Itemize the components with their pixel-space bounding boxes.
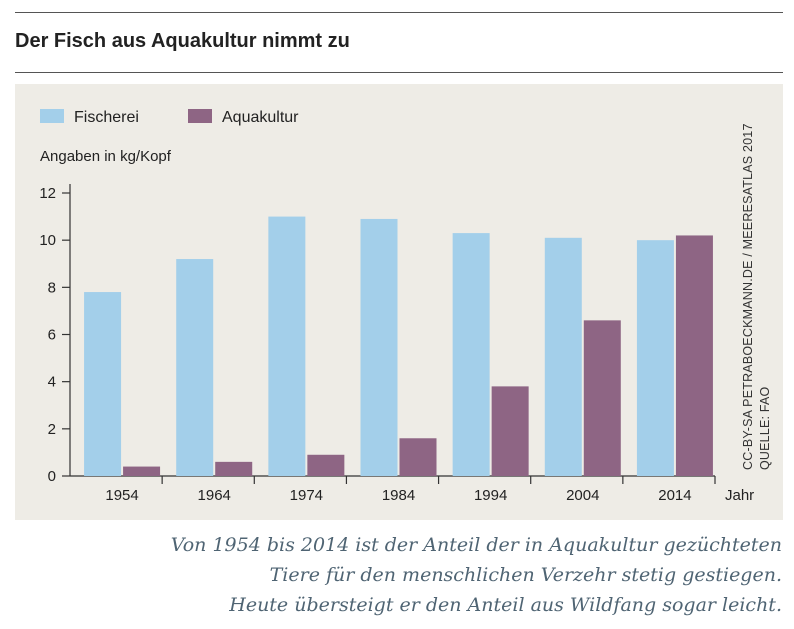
legend-swatch-fischerei — [40, 109, 64, 123]
x-tick-label: 1974 — [290, 487, 323, 504]
y-tick-label: 2 — [48, 421, 56, 438]
x-tick-label: 2004 — [566, 487, 599, 504]
y-tick-label: 8 — [48, 279, 56, 296]
bar-aquakultur-1994 — [491, 386, 529, 476]
x-tick-label: 1994 — [474, 487, 507, 504]
y-tick-label: 6 — [48, 327, 56, 344]
source-credit: CC-BY-SA PETRABOECKMANN.DE / MEERESATLAS… — [740, 123, 774, 470]
bar-aquakultur-1974 — [307, 454, 345, 476]
credit-line: CC-BY-SA PETRABOECKMANN.DE / MEERESATLAS… — [741, 123, 755, 470]
source-line: QUELLE: FAO — [758, 386, 772, 470]
bar-aquakultur-2014 — [675, 235, 713, 476]
y-tick-label: 10 — [39, 232, 56, 249]
bar-aquakultur-2004 — [583, 320, 621, 476]
bar-chart: Fischerei Aquakultur Angaben in kg/Kopf 0 2 4… — [39, 109, 754, 504]
legend-swatch-aquakultur — [188, 109, 212, 123]
bar-fischerei-1964 — [176, 259, 214, 476]
bar-fischerei-2014 — [636, 240, 674, 476]
bar-fischerei-1954 — [84, 292, 122, 476]
x-tick-label: 1964 — [198, 487, 231, 504]
caption-line-3: Heute übersteigt er den Anteil aus Wildf… — [229, 594, 782, 616]
bar-fischerei-1994 — [452, 233, 490, 476]
bar-fischerei-1984 — [360, 218, 398, 477]
bar-fischerei-2004 — [544, 237, 582, 476]
legend-label-fischerei: Fischerei — [74, 109, 139, 126]
bar-aquakultur-1954 — [123, 466, 161, 476]
bar-aquakultur-1984 — [399, 438, 437, 476]
title-rule — [15, 72, 783, 73]
chart-title: Der Fisch aus Aquakultur nimmt zu — [15, 30, 350, 52]
y-axis-label: Angaben in kg/Kopf — [40, 148, 172, 165]
bar-aquakultur-1964 — [215, 461, 253, 476]
x-tick-label: 1984 — [382, 487, 415, 504]
top-rule — [15, 12, 783, 13]
x-tick-label: 2014 — [658, 487, 691, 504]
legend-label-aquakultur: Aquakultur — [222, 109, 299, 126]
x-tick-label: 1954 — [105, 487, 138, 504]
y-tick-label: 12 — [39, 185, 56, 202]
y-tick-label: 0 — [48, 468, 56, 485]
x-axis-label: Jahr — [725, 487, 754, 504]
caption-line-2: Tiere für den menschlichen Verzehr steti… — [269, 564, 782, 586]
bar-fischerei-1974 — [268, 216, 306, 477]
caption: Von 1954 bis 2014 ist der Anteil der in … — [171, 530, 782, 620]
caption-line-1: Von 1954 bis 2014 ist der Anteil der in … — [170, 534, 782, 556]
y-tick-label: 4 — [48, 374, 56, 391]
